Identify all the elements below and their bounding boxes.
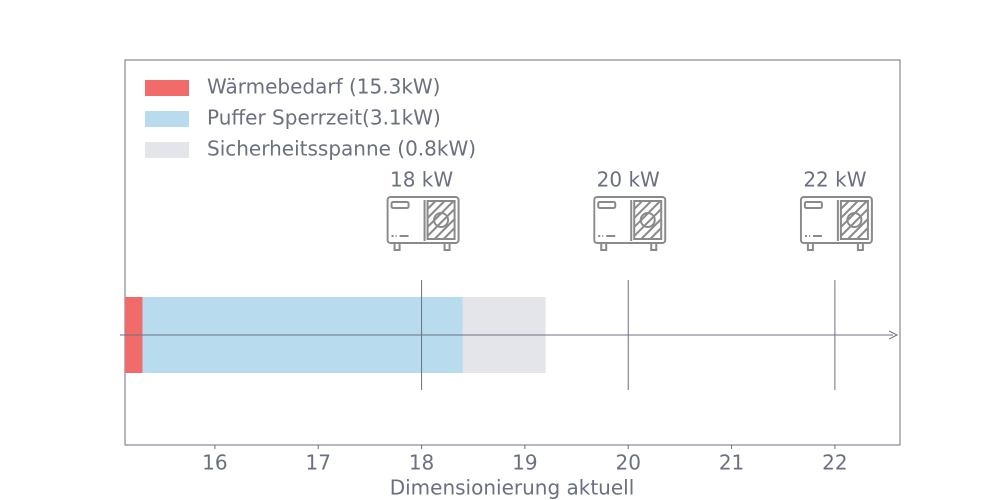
x-tick-label: 18 — [409, 451, 434, 475]
legend-swatch — [145, 80, 189, 96]
x-tick-label: 20 — [616, 451, 641, 475]
x-axis-label: Dimensionierung aktuell — [390, 476, 635, 500]
x-tick-label: 19 — [512, 451, 537, 475]
heat-pump-icon — [799, 196, 873, 251]
x-tick-label: 16 — [202, 451, 227, 475]
x-tick-label: 17 — [306, 451, 331, 475]
legend-label: Sicherheitsspanne (0.8kW) — [207, 137, 476, 161]
heat-pump-icon — [386, 196, 460, 251]
x-tick-label: 22 — [822, 451, 847, 475]
plot-frame — [124, 59, 901, 446]
marker-label: 18 kW — [390, 168, 453, 192]
legend-swatch — [145, 142, 189, 158]
x-tick-label: 21 — [719, 451, 744, 475]
heat-pump-icon — [593, 196, 667, 251]
marker-label: 22 kW — [803, 168, 866, 192]
x-axis-arrow — [888, 330, 899, 340]
legend-swatch — [145, 111, 189, 127]
marker-label: 20 kW — [597, 168, 660, 192]
legend-label: Wärmebedarf (15.3kW) — [207, 75, 440, 99]
legend-label: Puffer Sperrzeit(3.1kW) — [207, 106, 441, 130]
